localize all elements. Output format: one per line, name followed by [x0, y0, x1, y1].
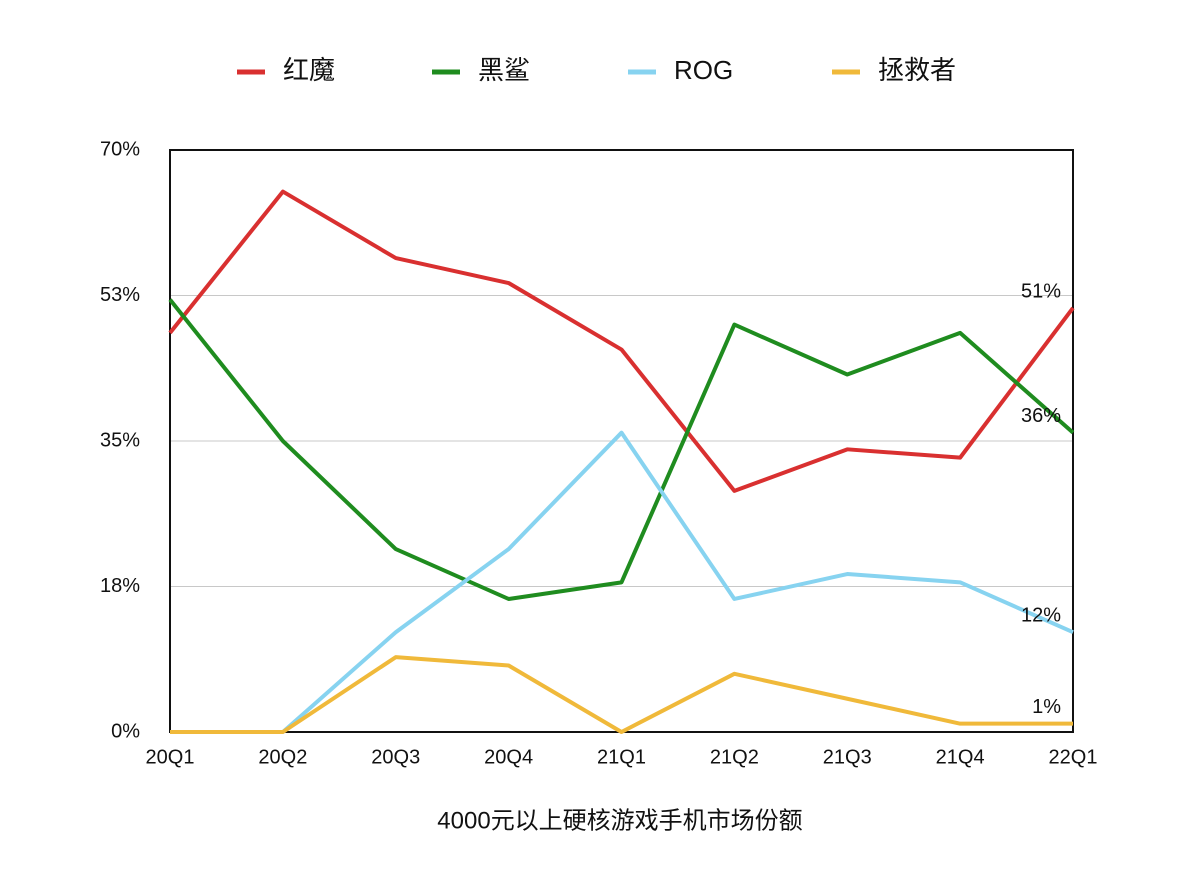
y-tick-label: 70% [100, 138, 140, 160]
x-tick-label: 21Q1 [597, 746, 646, 768]
data-label: 36% [1021, 405, 1061, 427]
series-line [170, 430, 1074, 734]
series-line [168, 298, 1075, 601]
x-tick-label: 20Q2 [258, 746, 307, 768]
y-tick-label: 18% [100, 575, 140, 597]
data-label: 1% [1032, 696, 1061, 718]
legend-label: 黑鲨 [478, 55, 530, 85]
y-tick-label: 0% [111, 720, 140, 742]
x-tick-label: 20Q3 [371, 746, 420, 768]
x-tick-label: 21Q2 [710, 746, 759, 768]
x-tick-label: 20Q4 [484, 746, 533, 768]
chart-title: 4000元以上硬核游戏手机市场份额 [437, 807, 802, 834]
legend-label: 红魔 [283, 55, 335, 85]
data-label: 12% [1021, 605, 1061, 627]
data-label: 51% [1021, 280, 1061, 302]
legend-label: ROG [674, 55, 733, 85]
x-tick-label: 21Q4 [936, 746, 985, 768]
y-tick-label: 35% [100, 429, 140, 451]
x-tick-label: 21Q3 [823, 746, 872, 768]
x-tick-label: 20Q1 [146, 746, 195, 768]
x-tick-label: 22Q1 [1049, 746, 1098, 768]
series-line [168, 189, 1075, 493]
series-line [170, 655, 1073, 734]
y-tick-label: 53% [100, 284, 140, 306]
legend-label: 拯救者 [878, 55, 956, 85]
